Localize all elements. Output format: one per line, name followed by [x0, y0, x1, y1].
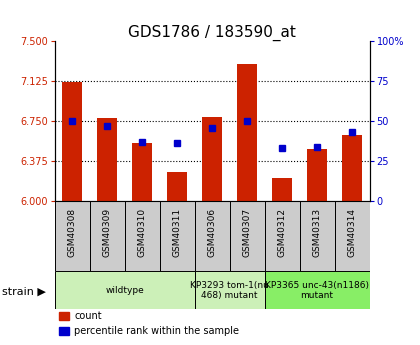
Text: GSM40309: GSM40309 [102, 208, 112, 257]
Bar [132, 144, 152, 201]
Text: GSM40314: GSM40314 [348, 208, 357, 257]
Text: GSM40306: GSM40306 [207, 208, 217, 257]
Text: wildtype: wildtype [105, 286, 144, 295]
Text: GSM40312: GSM40312 [278, 208, 286, 257]
Bar [168, 172, 187, 201]
Bar [160, 201, 194, 271]
Bar [265, 271, 370, 309]
Title: GDS1786 / 183590_at: GDS1786 / 183590_at [128, 25, 296, 41]
Bar [342, 135, 362, 201]
Bar [265, 201, 299, 271]
Text: GSM40307: GSM40307 [243, 208, 252, 257]
Bar [55, 201, 89, 271]
Text: GSM40308: GSM40308 [68, 208, 76, 257]
Text: KP3365 unc-43(n1186)
mutant: KP3365 unc-43(n1186) mutant [265, 280, 369, 300]
Bar [335, 201, 370, 271]
Bar [55, 271, 194, 309]
Bar [230, 201, 265, 271]
Bar [273, 178, 292, 201]
Bar [307, 149, 327, 201]
Text: GSM40313: GSM40313 [312, 208, 322, 257]
Text: GSM40311: GSM40311 [173, 208, 181, 257]
Legend: count, percentile rank within the sample: count, percentile rank within the sample [60, 311, 239, 336]
Bar [237, 64, 257, 201]
Bar [63, 82, 82, 201]
Bar [89, 201, 125, 271]
Bar [194, 271, 265, 309]
Bar [299, 201, 335, 271]
Text: strain ▶: strain ▶ [2, 287, 46, 296]
Bar [97, 118, 117, 201]
Bar [125, 201, 160, 271]
Text: GSM40310: GSM40310 [138, 208, 147, 257]
Text: KP3293 tom-1(nu
468) mutant: KP3293 tom-1(nu 468) mutant [190, 280, 269, 300]
Bar [202, 117, 222, 201]
Bar [194, 201, 230, 271]
